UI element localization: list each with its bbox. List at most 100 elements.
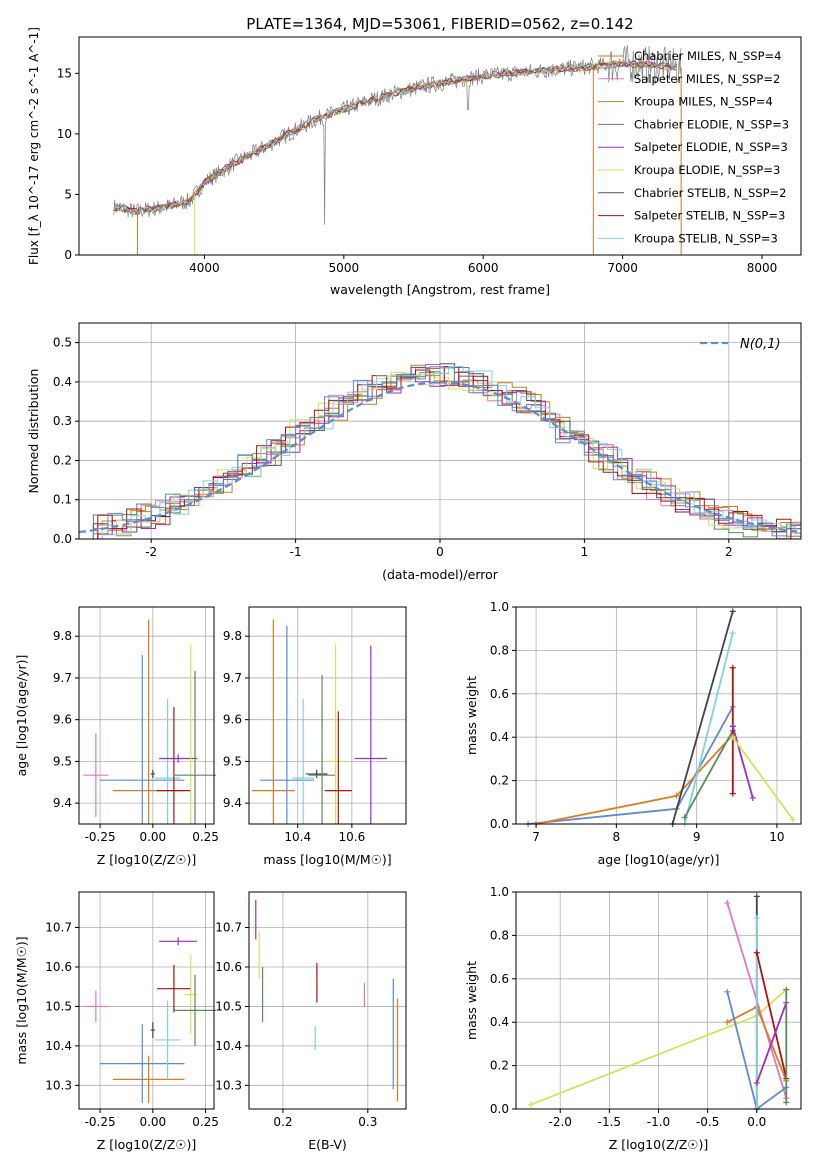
y-tick-label: 9.7 xyxy=(223,671,242,685)
legend-label: Salpeter ELODIE, N_SSP=3 xyxy=(634,140,788,154)
x-tick-label: 8 xyxy=(613,830,621,844)
weight-marker xyxy=(783,1099,790,1106)
x-axis-label: wavelength [Angstrom, rest frame] xyxy=(330,282,550,297)
plot-area xyxy=(79,892,214,1109)
x-tick-label: 0.00 xyxy=(139,1115,166,1129)
gaussian-curve xyxy=(78,381,802,534)
data-point xyxy=(100,1024,185,1104)
x-tick-label: 7 xyxy=(532,830,540,844)
panel-residuals: -2 -1 0 1 2 0.0 0.1 0.2 0.3 0.4 0.5 (data-model)/er… xyxy=(26,322,802,582)
y-axis-label: mass [log10(M/M☉)] xyxy=(14,936,29,1064)
y-tick-label: 10.5 xyxy=(45,999,72,1013)
y-tick-label: 10.3 xyxy=(215,1078,242,1092)
y-tick-label: 9.5 xyxy=(53,754,72,768)
y-tick-label: 0.6 xyxy=(490,687,509,701)
y-tick-label: 5 xyxy=(64,187,72,201)
data-point xyxy=(305,769,328,779)
data-point xyxy=(157,964,191,1013)
x-tick-label: 5000 xyxy=(329,261,360,275)
data-point xyxy=(354,645,388,824)
axes-frame xyxy=(78,36,802,256)
x-tick-label: -0.5 xyxy=(696,1115,719,1129)
x-tick-label: -2.0 xyxy=(549,1115,572,1129)
x-tick-label: 0.3 xyxy=(358,1115,377,1129)
weight-marker xyxy=(783,986,790,993)
y-tick-label: 0.2 xyxy=(490,774,509,788)
plot-area xyxy=(79,607,214,824)
x-tick-label: 0.0 xyxy=(747,1115,766,1129)
data-point xyxy=(173,670,217,824)
weight-marker xyxy=(729,608,736,615)
y-tick-label: 0.2 xyxy=(53,453,72,467)
x-tick-label: 10.6 xyxy=(339,830,366,844)
plot-content xyxy=(255,899,399,1102)
y-tick-label: 0.0 xyxy=(490,817,509,831)
plot-area xyxy=(249,892,406,1109)
panel-mass_vs_ebv: 0.2 0.3 10.3 10.4 10.5 10.6 10.7 E(B-V) xyxy=(215,891,407,1152)
x-tick-label: -0.25 xyxy=(85,1115,116,1129)
y-tick-label: 9.6 xyxy=(223,713,242,727)
weight-series-line xyxy=(671,611,734,825)
x-tick-label: 0.2 xyxy=(273,1115,292,1129)
y-axis-label: mass weight xyxy=(464,676,479,755)
weight-marker xyxy=(753,949,760,956)
y-axis-label: Flux [f_λ 10^-17 erg cm^-2 s^-1 A^-1] xyxy=(27,27,41,265)
plot-content xyxy=(78,363,802,540)
y-axis-label: age [log10(age/yr)] xyxy=(14,655,29,777)
x-tick-label: -2 xyxy=(145,545,157,559)
weight-series-line xyxy=(683,632,734,825)
y-tick-label: 9.5 xyxy=(223,754,242,768)
y-tick-label: 9.4 xyxy=(223,796,242,810)
x-axis-label: age [log10(age/yr)] xyxy=(598,852,720,867)
model-line xyxy=(113,59,678,214)
weight-marker xyxy=(753,915,760,922)
x-tick-label: 1 xyxy=(581,545,589,559)
weight-marker xyxy=(724,988,731,995)
plot-content xyxy=(83,937,217,1104)
legend-label: Kroupa MILES, N_SSP=4 xyxy=(634,95,773,109)
y-tick-label: 0.8 xyxy=(490,928,509,942)
y-tick-label: 10 xyxy=(57,127,72,141)
y-tick-label: 10.4 xyxy=(45,1039,72,1053)
axes-frame xyxy=(248,891,407,1110)
y-tick-label: 9.4 xyxy=(53,796,72,810)
axes-frame xyxy=(78,891,215,1110)
x-axis-label: Z [log10(Z/Z☉)] xyxy=(97,1137,197,1152)
x-tick-label: 9 xyxy=(693,830,701,844)
y-tick-label: 10.6 xyxy=(45,960,72,974)
weight-series-line xyxy=(755,1002,788,1084)
data-point xyxy=(324,711,352,824)
data-point xyxy=(83,733,109,817)
data-point xyxy=(308,675,336,824)
weight-marker xyxy=(724,899,731,906)
legend-label: Salpeter STELIB, N_SSP=3 xyxy=(634,209,785,223)
plot-content xyxy=(83,619,217,824)
plot-content xyxy=(251,619,388,824)
data-point xyxy=(259,625,314,824)
x-axis-label: mass [log10(M/M☉)] xyxy=(263,852,391,867)
x-tick-label: 6000 xyxy=(468,261,499,275)
x-tick-label: -0.25 xyxy=(85,830,116,844)
weight-marker xyxy=(673,792,680,799)
y-tick-label: 0.1 xyxy=(53,493,72,507)
y-tick-label: 0.4 xyxy=(490,730,509,744)
y-axis-label: Normed distribution xyxy=(26,369,41,494)
x-tick-label: 7000 xyxy=(607,261,638,275)
legend-label: Chabrier MILES, N_SSP=4 xyxy=(634,49,781,63)
x-tick-label: -1 xyxy=(290,545,302,559)
y-tick-label: 15 xyxy=(57,66,72,80)
weight-marker xyxy=(753,893,760,900)
residual-histogram xyxy=(79,367,801,540)
y-tick-label: 9.8 xyxy=(53,629,72,643)
y-tick-label: 0.2 xyxy=(490,1059,509,1073)
x-axis-label: (data-model)/error xyxy=(382,567,499,582)
panel-mass_vs_Z: -0.25 0.00 0.25 10.3 10.4 10.5 10.6 10.7 Z [log1… xyxy=(14,891,219,1152)
data-point xyxy=(150,769,155,779)
y-tick-label: 9.8 xyxy=(223,629,242,643)
x-tick-label: 10.4 xyxy=(284,830,311,844)
x-tick-label: 0.00 xyxy=(139,830,166,844)
weight-marker xyxy=(729,790,736,797)
x-tick-label: 10 xyxy=(769,830,784,844)
model-line xyxy=(113,60,678,216)
